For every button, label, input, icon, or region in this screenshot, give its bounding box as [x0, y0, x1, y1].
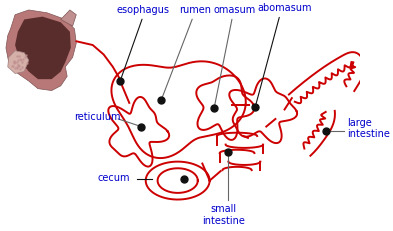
- Text: cecum: cecum: [97, 173, 130, 183]
- Polygon shape: [61, 10, 76, 26]
- Text: reticulum: reticulum: [74, 112, 121, 122]
- Polygon shape: [8, 51, 29, 73]
- Text: large
intestine: large intestine: [347, 118, 389, 139]
- Text: abomasum: abomasum: [257, 3, 312, 13]
- Text: rumen: rumen: [179, 5, 211, 15]
- Polygon shape: [6, 10, 76, 91]
- Text: omasum: omasum: [213, 5, 255, 15]
- Polygon shape: [15, 17, 71, 79]
- Text: small
intestine: small intestine: [202, 204, 245, 226]
- Text: esophagus: esophagus: [116, 5, 169, 15]
